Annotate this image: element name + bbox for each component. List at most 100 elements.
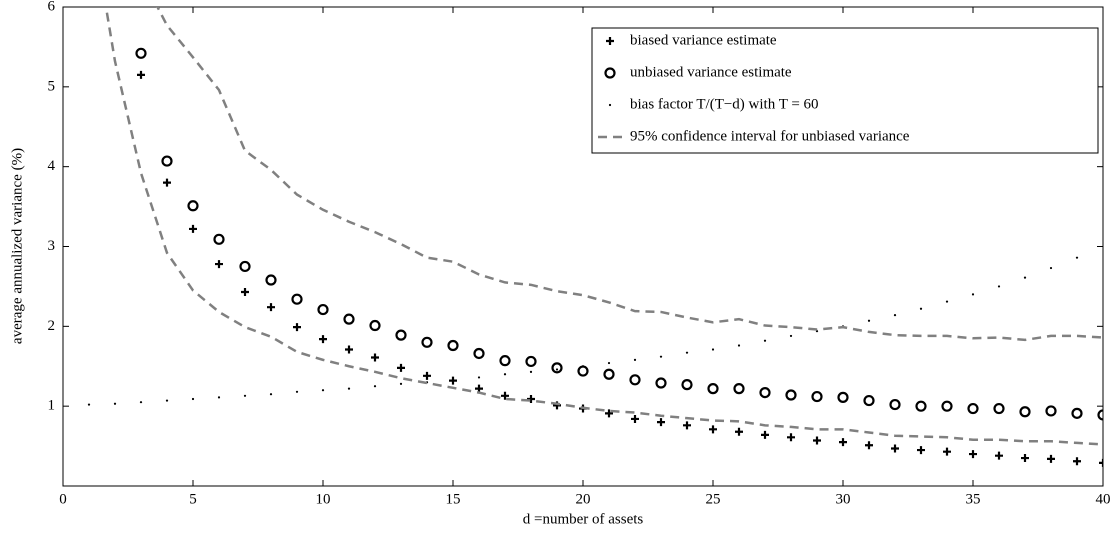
circle-marker xyxy=(161,155,173,167)
dot-marker xyxy=(399,382,403,385)
circle-marker xyxy=(551,362,563,374)
plus-marker xyxy=(969,450,977,459)
plus-marker xyxy=(761,430,769,439)
x-tick-label: 15 xyxy=(446,491,461,507)
plus-marker xyxy=(735,427,743,436)
dot-marker xyxy=(87,403,91,406)
circle-marker xyxy=(421,336,433,348)
dot-marker xyxy=(711,348,715,351)
circle-marker xyxy=(473,347,485,360)
circle-marker xyxy=(1071,407,1083,419)
dot-marker xyxy=(295,390,299,393)
circle-marker xyxy=(265,274,277,286)
plot-area xyxy=(87,7,1103,467)
dot-marker xyxy=(165,399,169,402)
plus-marker xyxy=(371,353,379,362)
plus-marker xyxy=(319,335,327,344)
legend-symbol xyxy=(604,67,616,79)
plus-marker xyxy=(267,303,275,312)
dot-marker xyxy=(373,385,377,388)
dot-marker xyxy=(139,401,143,404)
circle-marker xyxy=(603,368,615,380)
plus-marker xyxy=(1047,454,1055,463)
x-tick-label: 0 xyxy=(59,491,67,507)
dot-marker xyxy=(243,394,247,397)
circle-marker xyxy=(967,402,979,415)
y-tick-label: 6 xyxy=(48,0,56,14)
circle-marker xyxy=(681,379,693,391)
circle-marker xyxy=(707,383,719,395)
x-axis-label: d =number of assets xyxy=(523,511,644,527)
circle-marker xyxy=(1097,409,1103,421)
circle-marker xyxy=(577,365,589,377)
x-tick-label: 20 xyxy=(576,491,591,507)
confidence-line xyxy=(104,7,1103,446)
dot-marker xyxy=(607,361,611,365)
y-tick-label: 4 xyxy=(48,158,56,174)
circle-marker xyxy=(629,374,641,386)
legend-label: 95% confidence interval for unbiased var… xyxy=(630,128,910,144)
dot-marker xyxy=(893,314,897,317)
dot-marker xyxy=(1075,256,1079,259)
plus-marker xyxy=(683,421,691,430)
x-tick-label: 10 xyxy=(316,491,331,507)
dot-marker xyxy=(113,402,117,405)
dot-marker xyxy=(581,365,585,368)
plus-marker xyxy=(787,433,795,442)
plus-marker xyxy=(189,224,197,233)
circle-marker xyxy=(863,394,875,407)
dot-marker xyxy=(347,387,351,390)
plus-marker xyxy=(215,260,223,269)
plus-marker xyxy=(527,394,535,403)
dot-marker xyxy=(997,285,1001,288)
dot-marker xyxy=(477,376,481,379)
x-tick-label: 5 xyxy=(189,491,197,507)
plus-marker xyxy=(345,345,353,354)
dot-marker xyxy=(217,396,221,399)
dot-marker xyxy=(191,397,195,401)
x-tick-label: 30 xyxy=(836,491,851,507)
circle-marker xyxy=(1019,406,1031,418)
plus-marker xyxy=(995,451,1003,460)
plus-marker xyxy=(397,363,405,372)
plus-marker xyxy=(631,414,639,423)
y-tick-label: 3 xyxy=(48,238,56,254)
confidence-line xyxy=(156,7,1103,342)
dot-marker xyxy=(451,378,455,381)
circle-marker xyxy=(343,313,355,325)
plus-marker xyxy=(891,444,899,453)
plus-marker xyxy=(423,371,431,380)
dot-marker xyxy=(503,373,507,376)
y-tick-label: 1 xyxy=(48,398,56,414)
circle-marker xyxy=(655,377,667,389)
plus-marker xyxy=(943,447,951,456)
circle-marker xyxy=(395,329,407,341)
plus-marker xyxy=(137,70,145,79)
plus-marker xyxy=(657,418,665,427)
dot-marker xyxy=(971,293,975,296)
plus-marker xyxy=(241,288,249,297)
dot-marker xyxy=(529,370,533,373)
dot-marker xyxy=(1049,266,1053,270)
dot-marker xyxy=(555,368,559,371)
x-tick-label: 35 xyxy=(966,491,981,507)
circle-marker xyxy=(239,260,251,273)
circle-marker xyxy=(733,383,745,395)
plus-marker xyxy=(917,446,925,455)
x-tick-label: 40 xyxy=(1096,491,1111,507)
legend-symbol xyxy=(608,103,612,107)
y-tick-label: 5 xyxy=(48,78,56,94)
circle-marker xyxy=(915,400,927,412)
legend-symbol xyxy=(606,37,614,45)
dot-marker xyxy=(659,355,663,358)
circle-marker xyxy=(317,303,329,316)
legend-label: biased variance estimate xyxy=(630,32,777,48)
circle-marker xyxy=(135,47,147,59)
plus-marker xyxy=(1099,458,1103,467)
circle-marker xyxy=(759,386,771,399)
dot-marker xyxy=(685,351,689,354)
circle-marker xyxy=(369,319,381,332)
plus-marker xyxy=(293,323,301,332)
plus-marker xyxy=(813,436,821,445)
